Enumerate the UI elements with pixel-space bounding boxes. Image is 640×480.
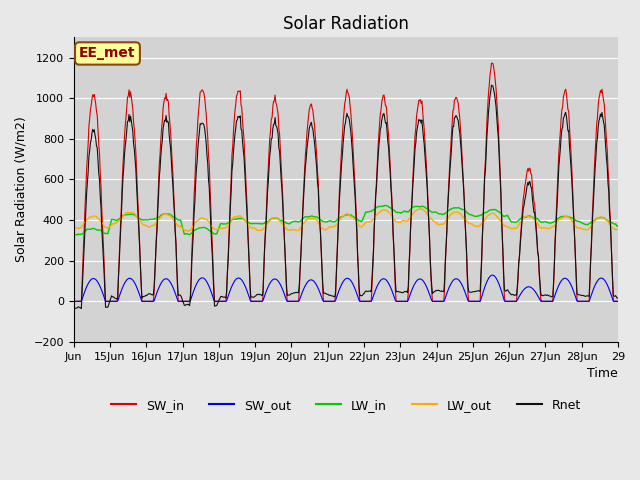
SW_in bbox=[80, 242, 88, 248]
Line: LW_in: LW_in bbox=[74, 205, 618, 235]
LW_in bbox=[413, 204, 421, 209]
Rnet bbox=[136, 263, 144, 269]
LW_out bbox=[221, 225, 228, 231]
LW_in bbox=[70, 232, 77, 238]
SW_in bbox=[488, 60, 495, 66]
Line: SW_in: SW_in bbox=[74, 63, 618, 301]
LW_out bbox=[413, 207, 420, 213]
SW_out bbox=[80, 292, 88, 298]
LW_in bbox=[136, 216, 144, 222]
LW_in bbox=[221, 221, 228, 227]
Rnet bbox=[81, 241, 88, 247]
SW_in bbox=[428, 289, 436, 295]
X-axis label: Time: Time bbox=[587, 367, 618, 380]
SW_in bbox=[412, 125, 420, 131]
Title: Solar Radiation: Solar Radiation bbox=[283, 15, 409, 33]
LW_in bbox=[70, 232, 78, 238]
Rnet bbox=[192, 181, 200, 187]
LW_out bbox=[192, 219, 200, 225]
SW_out bbox=[428, 298, 436, 303]
LW_in bbox=[614, 223, 621, 229]
LW_in bbox=[381, 203, 388, 208]
SW_out bbox=[191, 285, 198, 291]
Rnet bbox=[70, 306, 78, 312]
Rnet bbox=[429, 291, 436, 297]
SW_out bbox=[220, 299, 227, 304]
LW_out bbox=[429, 218, 437, 224]
Rnet bbox=[488, 82, 495, 88]
LW_in bbox=[429, 209, 437, 215]
Line: Rnet: Rnet bbox=[74, 85, 618, 309]
SW_in bbox=[70, 299, 77, 304]
Rnet bbox=[221, 294, 228, 300]
LW_out bbox=[70, 225, 77, 230]
SW_out bbox=[70, 299, 77, 304]
Text: EE_met: EE_met bbox=[79, 47, 136, 60]
Rnet bbox=[70, 305, 77, 311]
LW_in bbox=[81, 229, 88, 235]
LW_in bbox=[192, 227, 200, 233]
SW_in bbox=[614, 299, 621, 304]
LW_out bbox=[136, 217, 143, 223]
Rnet bbox=[614, 295, 621, 301]
Line: LW_out: LW_out bbox=[74, 209, 618, 231]
LW_out bbox=[614, 227, 621, 232]
Y-axis label: Solar Radiation (W/m2): Solar Radiation (W/m2) bbox=[15, 117, 28, 263]
SW_out bbox=[412, 279, 420, 285]
LW_out bbox=[80, 221, 88, 227]
SW_in bbox=[136, 240, 143, 245]
Line: SW_out: SW_out bbox=[74, 275, 618, 301]
SW_in bbox=[220, 299, 227, 304]
SW_out bbox=[136, 292, 143, 298]
SW_in bbox=[191, 178, 198, 184]
LW_out bbox=[184, 228, 192, 234]
SW_out bbox=[488, 272, 496, 278]
SW_out bbox=[614, 299, 621, 304]
LW_out bbox=[417, 206, 424, 212]
Rnet bbox=[413, 129, 420, 135]
Legend: SW_in, SW_out, LW_in, LW_out, Rnet: SW_in, SW_out, LW_in, LW_out, Rnet bbox=[106, 394, 586, 417]
